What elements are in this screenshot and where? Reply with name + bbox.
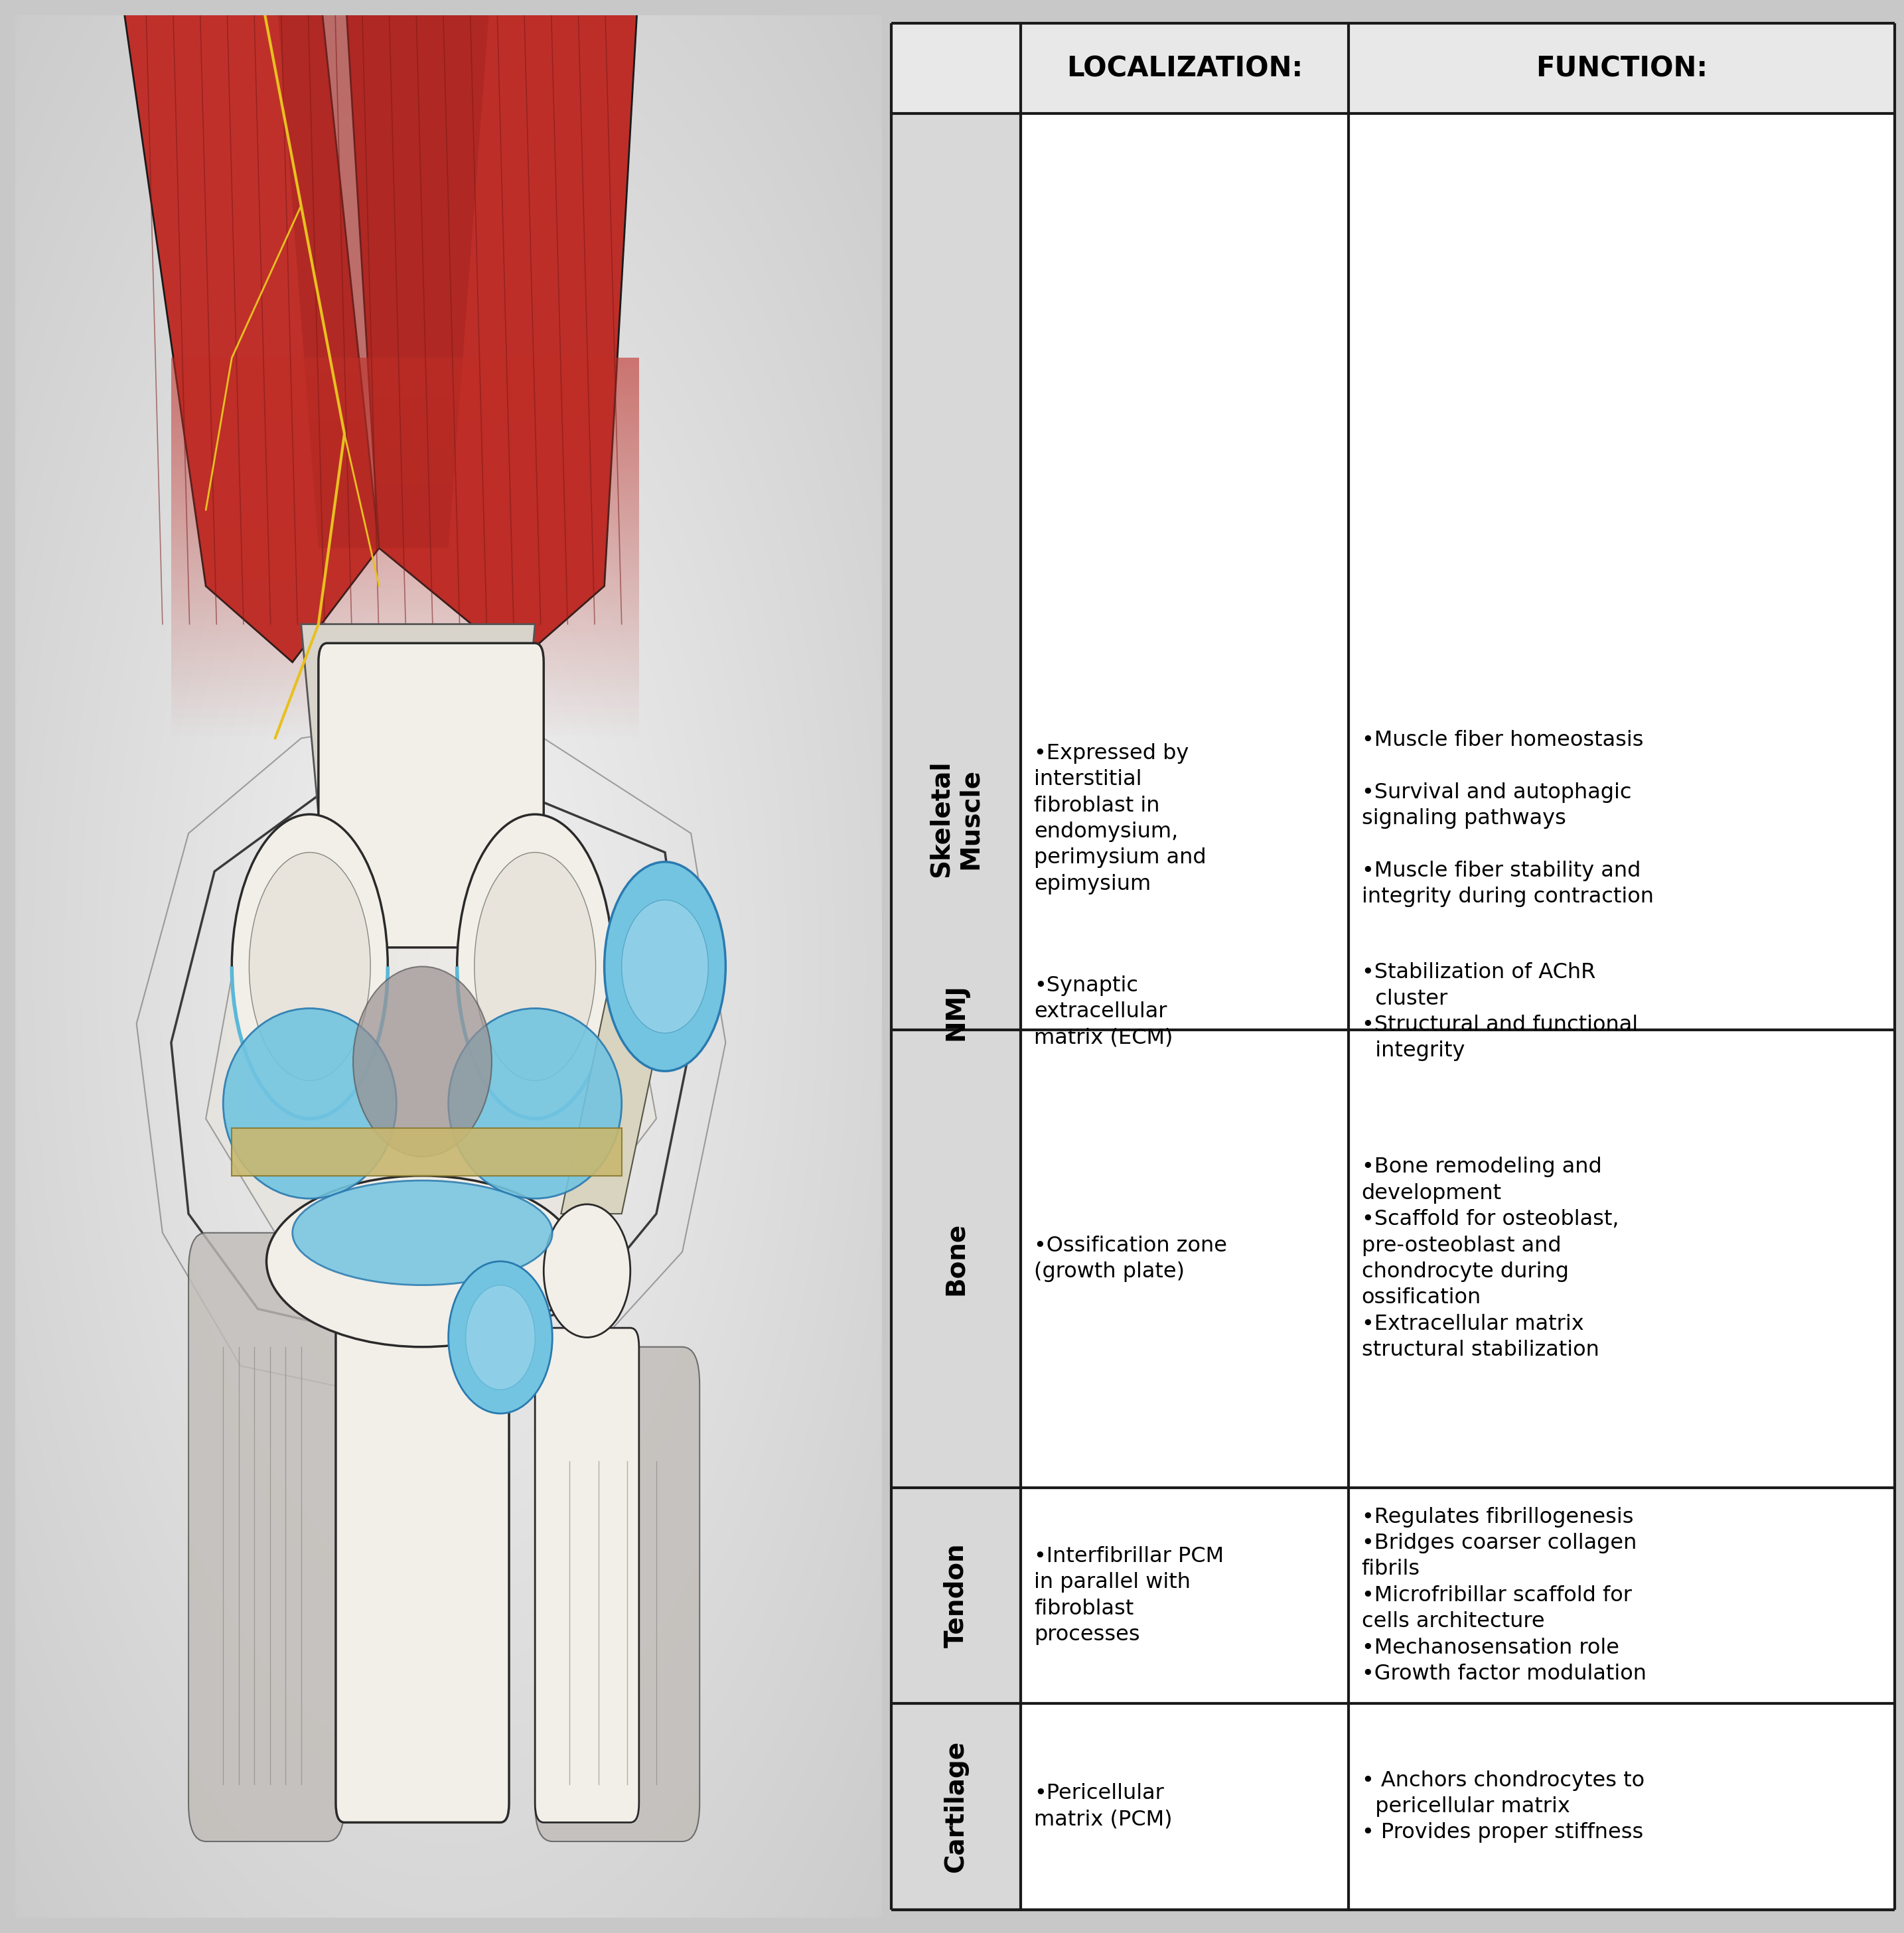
Ellipse shape [449,1262,552,1413]
Text: •Expressed by
interstitial
fibroblast in
endomysium,
perimysium and
epimysium: •Expressed by interstitial fibroblast in… [1034,742,1205,895]
Text: FUNCTION:: FUNCTION: [1535,54,1708,83]
Text: •Bone remodeling and
development
•Scaffold for osteoblast,
pre-osteoblast and
ch: •Bone remodeling and development •Scaffo… [1361,1158,1618,1361]
FancyBboxPatch shape [535,1347,699,1842]
Ellipse shape [545,1204,630,1338]
Text: Bone: Bone [942,1222,969,1295]
Ellipse shape [267,1175,579,1347]
Polygon shape [301,624,535,814]
Ellipse shape [457,814,613,1119]
Text: •Regulates fibrillogenesis
•Bridges coarser collagen
fibrils
•Microfribillar sca: •Regulates fibrillogenesis •Bridges coar… [1361,1508,1647,1684]
Ellipse shape [352,966,491,1156]
Bar [891,114,1021,1910]
Ellipse shape [232,814,388,1119]
Ellipse shape [293,1181,552,1285]
Polygon shape [562,966,674,1214]
Polygon shape [120,0,379,663]
Polygon shape [206,928,657,1233]
FancyBboxPatch shape [535,1328,640,1823]
Text: NMJ: NMJ [942,984,969,1040]
Text: Skeletal
Muscle: Skeletal Muscle [929,760,982,878]
Text: •Pericellular
matrix (PCM): •Pericellular matrix (PCM) [1034,1782,1173,1831]
Polygon shape [274,0,491,549]
Text: LOCALIZATION:: LOCALIZATION: [1066,54,1302,83]
Ellipse shape [466,1285,535,1390]
FancyBboxPatch shape [318,644,545,947]
Text: •Muscle fiber homeostasis

•Survival and autophagic
signaling pathways

•Muscle : •Muscle fiber homeostasis •Survival and … [1361,731,1653,907]
Text: Cartilage: Cartilage [942,1740,969,1873]
Ellipse shape [223,1009,396,1198]
Text: Tendon: Tendon [942,1543,969,1647]
Text: •Interfibrillar PCM
in parallel with
fibroblast
processes: •Interfibrillar PCM in parallel with fib… [1034,1546,1224,1645]
Ellipse shape [604,862,725,1071]
FancyBboxPatch shape [335,1214,508,1823]
Bar [891,23,1894,114]
Polygon shape [345,0,640,663]
FancyBboxPatch shape [188,1233,345,1842]
Text: •Ossification zone
(growth plate): •Ossification zone (growth plate) [1034,1235,1226,1282]
Ellipse shape [621,901,708,1032]
Ellipse shape [474,852,596,1081]
Ellipse shape [449,1009,621,1198]
Bar [891,23,1894,1910]
Polygon shape [232,1129,621,1175]
Ellipse shape [249,852,371,1081]
Text: •Synaptic
extracellular
matrix (ECM): •Synaptic extracellular matrix (ECM) [1034,976,1173,1048]
Text: •Stabilization of AChR
  cluster
•Structural and functional
  integrity: •Stabilization of AChR cluster •Structur… [1361,963,1637,1061]
Text: • Anchors chondrocytes to
  pericellular matrix
• Provides proper stiffness: • Anchors chondrocytes to pericellular m… [1361,1771,1645,1842]
